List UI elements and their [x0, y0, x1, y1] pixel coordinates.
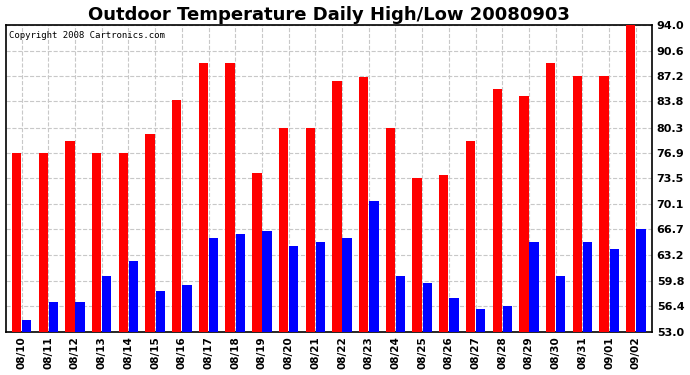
Bar — [583, 242, 592, 332]
Bar — [600, 76, 609, 332]
Bar — [199, 63, 208, 332]
Bar — [520, 96, 529, 332]
Bar — [493, 88, 502, 332]
Bar — [155, 291, 165, 332]
Bar — [422, 283, 432, 332]
Bar — [22, 321, 31, 332]
Bar — [369, 201, 379, 332]
Bar — [226, 63, 235, 332]
Title: Outdoor Temperature Daily High/Low 20080903: Outdoor Temperature Daily High/Low 20080… — [88, 6, 570, 24]
Bar — [316, 242, 325, 332]
Bar — [413, 178, 422, 332]
Bar — [129, 261, 138, 332]
Bar — [449, 298, 459, 332]
Bar — [439, 175, 449, 332]
Bar — [636, 229, 646, 332]
Bar — [66, 141, 75, 332]
Bar — [503, 306, 512, 332]
Bar — [333, 81, 342, 332]
Bar — [235, 234, 245, 332]
Bar — [119, 153, 128, 332]
Bar — [39, 153, 48, 332]
Bar — [172, 100, 181, 332]
Bar — [386, 128, 395, 332]
Bar — [342, 238, 352, 332]
Bar — [182, 285, 192, 332]
Bar — [92, 153, 101, 332]
Bar — [573, 76, 582, 332]
Bar — [626, 25, 635, 332]
Text: Copyright 2008 Cartronics.com: Copyright 2008 Cartronics.com — [9, 31, 165, 40]
Bar — [262, 231, 272, 332]
Bar — [252, 173, 262, 332]
Bar — [396, 276, 405, 332]
Bar — [12, 153, 21, 332]
Bar — [49, 302, 58, 332]
Bar — [546, 63, 555, 332]
Bar — [359, 78, 368, 332]
Bar — [102, 276, 112, 332]
Bar — [209, 238, 218, 332]
Bar — [476, 309, 485, 332]
Bar — [146, 134, 155, 332]
Bar — [289, 246, 298, 332]
Bar — [466, 141, 475, 332]
Bar — [306, 128, 315, 332]
Bar — [556, 276, 565, 332]
Bar — [75, 302, 85, 332]
Bar — [279, 128, 288, 332]
Bar — [529, 242, 539, 332]
Bar — [609, 249, 619, 332]
